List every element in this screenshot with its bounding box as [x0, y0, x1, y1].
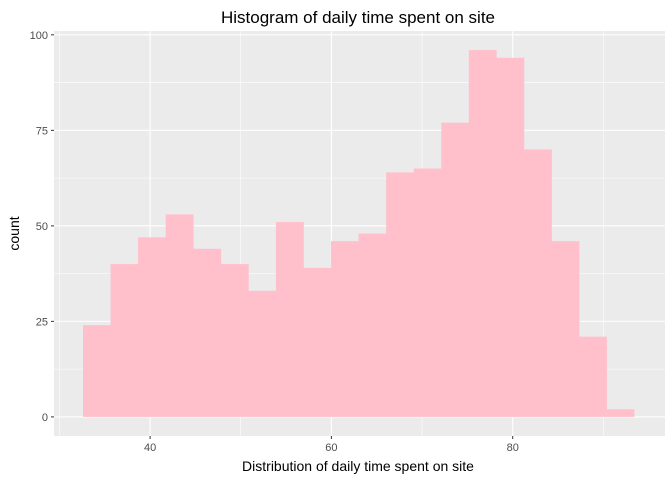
y-tick-label: 0 — [42, 412, 48, 424]
histogram-bar — [220, 264, 249, 417]
y-tick-label: 50 — [36, 221, 48, 233]
histogram-bar — [523, 149, 552, 417]
histogram-bar — [248, 290, 277, 417]
histogram-bars — [83, 50, 635, 417]
histogram-bar — [496, 57, 525, 417]
histogram-bar — [138, 237, 166, 417]
histogram-bar — [606, 409, 635, 417]
y-tick-label: 100 — [30, 30, 48, 42]
x-tick-label: 80 — [507, 442, 519, 454]
histogram-bar — [551, 241, 580, 417]
histogram-bar — [579, 336, 607, 417]
x-tick-label: 60 — [325, 442, 337, 454]
histogram-bar — [331, 241, 359, 417]
x-tick-label: 40 — [144, 442, 156, 454]
y-axis-title: count — [6, 216, 22, 250]
histogram-bar — [275, 222, 304, 417]
y-tick-label: 75 — [36, 125, 48, 137]
histogram-bar — [386, 172, 415, 417]
chart-title: Histogram of daily time spent on site — [221, 8, 495, 27]
histogram-bar — [110, 264, 139, 417]
x-axis-title: Distribution of daily time spent on site — [242, 458, 474, 474]
histogram-bar — [83, 325, 111, 417]
histogram-bar — [468, 50, 497, 417]
histogram-bar — [165, 214, 194, 417]
y-tick-label: 25 — [36, 316, 48, 328]
histogram-bar — [193, 248, 222, 417]
x-axis: 40 60 80 — [144, 436, 519, 454]
histogram-bar — [413, 168, 442, 417]
y-axis: 0 25 50 75 100 — [30, 30, 54, 424]
histogram-bar — [303, 267, 332, 417]
histogram-bar — [358, 233, 387, 417]
histogram-bar — [441, 122, 470, 417]
